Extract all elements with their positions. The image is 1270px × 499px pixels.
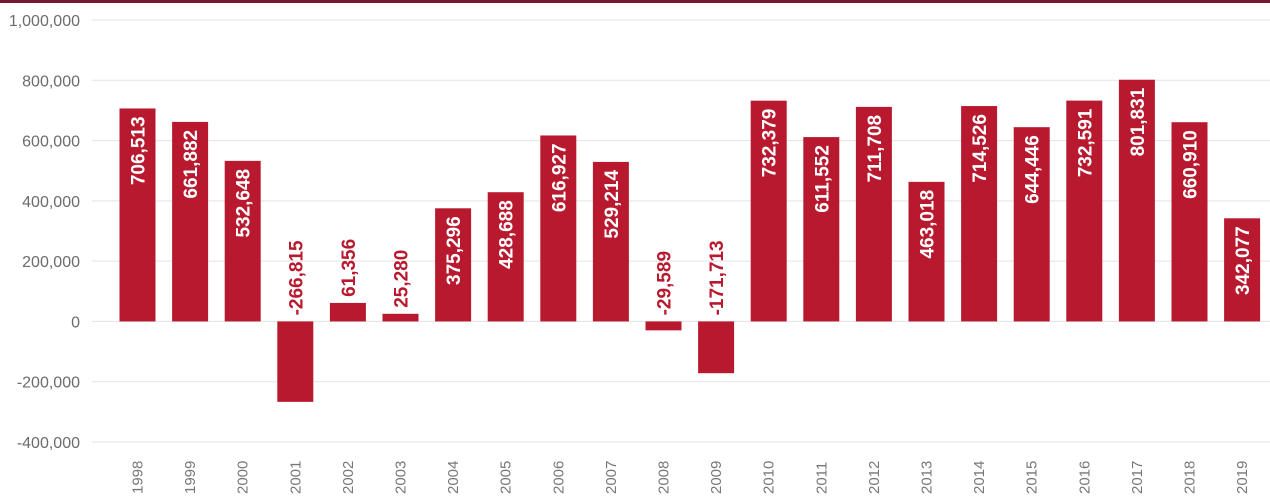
x-tick-label: 1999	[182, 461, 199, 494]
data-label: 661,882	[181, 130, 202, 199]
x-tick-label: 2017	[1129, 461, 1146, 494]
bar	[224, 160, 261, 322]
data-labels: 706,513 661,882 532,648 -266,815 61,356 25,28…	[129, 87, 1255, 315]
bar	[329, 302, 366, 322]
bar	[1066, 100, 1103, 322]
bar	[172, 121, 209, 322]
y-tick-label: -200,000	[17, 375, 80, 392]
bar	[592, 161, 629, 322]
data-label: 611,552	[812, 145, 833, 213]
data-label: 732,591	[1075, 108, 1096, 177]
data-label: -266,815	[286, 240, 307, 315]
bar	[119, 108, 156, 322]
data-label: 463,018	[918, 190, 939, 259]
bar	[277, 321, 314, 402]
y-axis-ticks: -400,000 -200,000 0 200,000 400,000 600,000 80…	[9, 13, 80, 452]
bar	[435, 208, 472, 322]
y-tick-label: 600,000	[22, 134, 80, 151]
data-label: 428,688	[497, 200, 518, 269]
bar	[382, 313, 419, 322]
data-label: 342,077	[1233, 226, 1254, 295]
x-tick-label: 2006	[550, 461, 567, 494]
data-label: 375,296	[444, 216, 465, 285]
x-tick-label: 2001	[287, 461, 304, 494]
data-label: 644,446	[1023, 135, 1044, 204]
top-border-line	[0, 0, 1270, 3]
data-label: -29,589	[655, 251, 676, 315]
y-tick-label: 200,000	[22, 254, 80, 271]
x-tick-label: 2019	[1234, 461, 1251, 494]
y-tick-label: 800,000	[22, 73, 80, 90]
data-label: 732,379	[760, 109, 781, 178]
data-label: 660,910	[1181, 130, 1202, 199]
x-tick-label: 2007	[603, 461, 620, 494]
data-label: 532,648	[234, 169, 255, 238]
x-tick-label: 2016	[1076, 461, 1093, 494]
x-tick-label: 2009	[708, 461, 725, 494]
bar	[750, 100, 787, 322]
x-tick-label: 2011	[813, 462, 830, 494]
bar	[487, 192, 524, 322]
x-tick-label: 2013	[919, 461, 936, 494]
bar	[1171, 122, 1208, 322]
x-tick-label: 1998	[130, 461, 147, 494]
x-tick-label: 2000	[235, 461, 252, 494]
y-tick-label: 400,000	[22, 194, 80, 211]
x-tick-label: 2004	[445, 461, 462, 494]
bar	[855, 106, 892, 322]
bar	[1118, 79, 1155, 322]
bars	[119, 79, 1261, 402]
y-tick-label: 1,000,000	[9, 13, 80, 30]
x-tick-label: 2008	[656, 461, 673, 494]
data-label: 616,927	[549, 143, 570, 212]
bar	[540, 135, 577, 322]
bar	[908, 181, 945, 322]
x-tick-label: 2015	[1024, 461, 1041, 494]
data-label: 801,831	[1128, 87, 1149, 156]
bar	[698, 321, 735, 374]
data-label: 711,708	[865, 115, 886, 183]
data-label: -171,713	[707, 240, 728, 315]
x-tick-label: 2003	[393, 461, 410, 494]
x-axis-ticks: 1998 1999 2000 2001 2002 2003 2004 2005 2006 2007…	[130, 461, 1252, 494]
y-tick-label: 0	[71, 314, 80, 331]
x-tick-label: 2005	[498, 461, 515, 494]
bar	[645, 321, 682, 331]
y-tick-label: -400,000	[17, 435, 80, 452]
x-tick-label: 2002	[340, 461, 357, 494]
bar	[961, 106, 998, 322]
data-label: 706,513	[129, 116, 150, 185]
x-tick-label: 2014	[971, 461, 988, 494]
bar	[803, 137, 840, 322]
bar	[1224, 218, 1261, 322]
x-tick-label: 2018	[1182, 461, 1199, 494]
x-tick-label: 2012	[866, 461, 883, 494]
x-tick-label: 2010	[761, 461, 778, 494]
data-label: 61,356	[339, 239, 360, 297]
bar	[1013, 127, 1050, 322]
data-label: 25,280	[392, 250, 413, 308]
data-label: 714,526	[970, 114, 991, 183]
data-label: 529,214	[602, 169, 623, 238]
